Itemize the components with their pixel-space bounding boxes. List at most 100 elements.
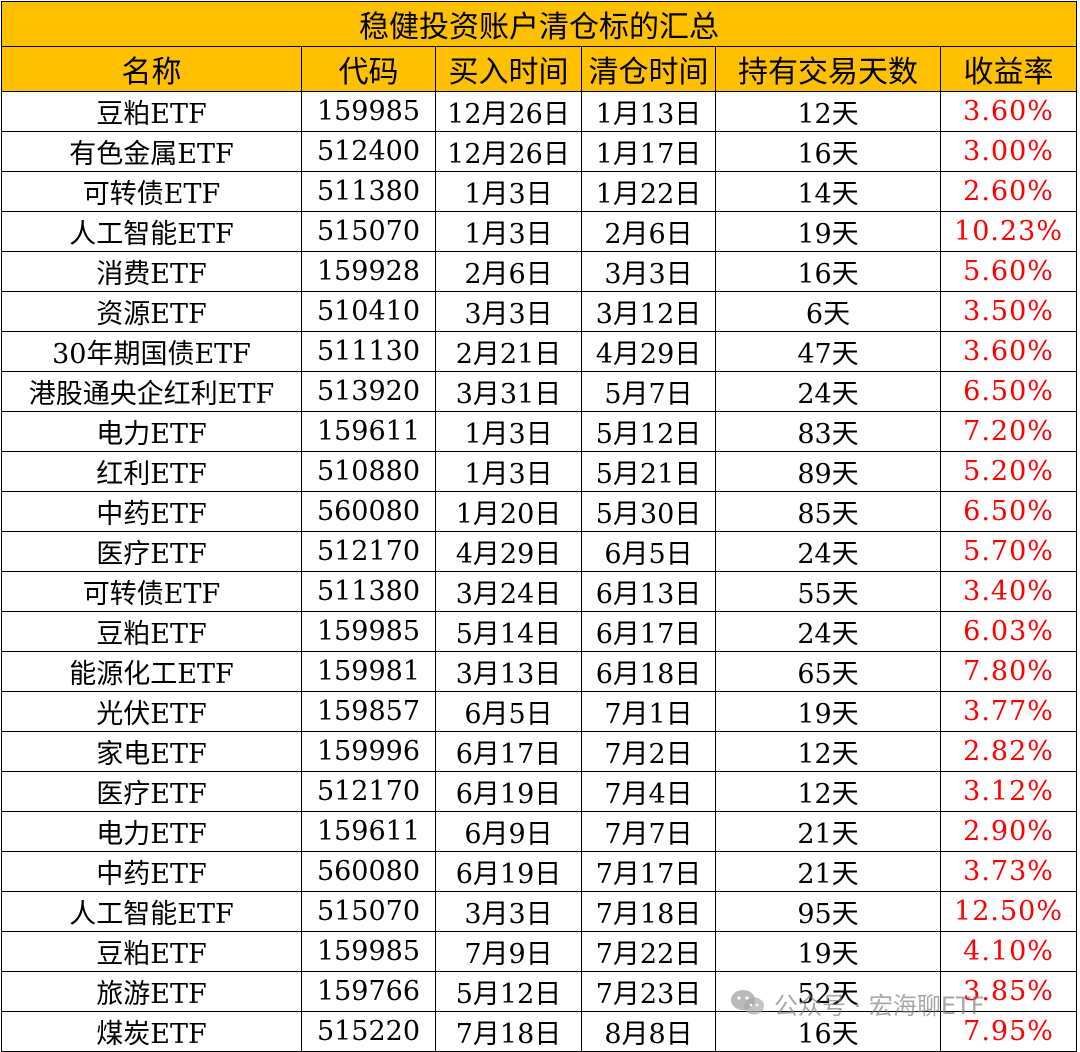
cell-holding-days: 12天 bbox=[715, 731, 941, 772]
cell-buy-date: 2月6日 bbox=[435, 251, 582, 292]
header-return: 收益率 bbox=[939, 46, 1078, 92]
table-row: 豆粕ETF 159985 5月14日 6月17日 24天 6.03% bbox=[1, 611, 1078, 652]
cell-sell-date: 5月7日 bbox=[581, 371, 716, 412]
cell-sell-date: 1月13日 bbox=[581, 91, 716, 132]
cell-code: 159985 bbox=[301, 611, 436, 652]
cell-name: 港股通央企红利ETF bbox=[1, 371, 302, 412]
cell-code: 511130 bbox=[301, 331, 436, 372]
cell-code: 511380 bbox=[301, 171, 436, 212]
cell-return: 3.60% bbox=[939, 331, 1078, 372]
cell-holding-days: 14天 bbox=[715, 171, 941, 212]
header-name: 名称 bbox=[1, 46, 302, 92]
header-holding-days: 持有交易天数 bbox=[715, 46, 941, 92]
cell-sell-date: 5月21日 bbox=[581, 451, 716, 492]
cell-sell-date: 7月4日 bbox=[581, 771, 716, 812]
cell-buy-date: 1月3日 bbox=[435, 171, 582, 212]
wechat-icon bbox=[731, 990, 764, 1015]
cell-buy-date: 1月3日 bbox=[435, 451, 582, 492]
cell-code: 513920 bbox=[301, 371, 436, 412]
cell-sell-date: 6月5日 bbox=[581, 531, 716, 572]
table-row: 消费ETF 159928 2月6日 3月3日 16天 5.60% bbox=[1, 251, 1078, 292]
table-row: 红利ETF 510880 1月3日 5月21日 89天 5.20% bbox=[1, 451, 1078, 492]
cell-return: 7.20% bbox=[939, 411, 1078, 452]
cell-name: 豆粕ETF bbox=[1, 611, 302, 652]
cell-buy-date: 3月31日 bbox=[435, 371, 582, 412]
cell-sell-date: 7月18日 bbox=[581, 891, 716, 932]
cell-holding-days: 19天 bbox=[715, 211, 941, 252]
cell-buy-date: 6月5日 bbox=[435, 691, 582, 732]
cell-holding-days: 19天 bbox=[715, 931, 941, 972]
cell-holding-days: 12天 bbox=[715, 91, 941, 132]
cell-holding-days: 47天 bbox=[715, 331, 941, 372]
cell-holding-days: 16天 bbox=[715, 131, 941, 172]
cell-name: 人工智能ETF bbox=[1, 891, 302, 932]
cell-holding-days: 6天 bbox=[715, 291, 941, 332]
cell-name: 资源ETF bbox=[1, 291, 302, 332]
header-code: 代码 bbox=[301, 46, 436, 92]
cell-name: 中药ETF bbox=[1, 491, 302, 532]
cell-return: 6.50% bbox=[939, 371, 1078, 412]
cell-holding-days: 89天 bbox=[715, 451, 941, 492]
cell-holding-days: 12天 bbox=[715, 771, 941, 812]
cell-name: 旅游ETF bbox=[1, 971, 302, 1012]
cell-buy-date: 2月21日 bbox=[435, 331, 582, 372]
cell-name: 家电ETF bbox=[1, 731, 302, 772]
cell-code: 159996 bbox=[301, 731, 436, 772]
cell-sell-date: 7月17日 bbox=[581, 851, 716, 892]
cell-return: 6.50% bbox=[939, 491, 1078, 532]
cell-name: 有色金属ETF bbox=[1, 131, 302, 172]
cell-sell-date: 4月29日 bbox=[581, 331, 716, 372]
cell-return: 3.77% bbox=[939, 691, 1078, 732]
header-buy-date: 买入时间 bbox=[435, 46, 582, 92]
cell-sell-date: 3月3日 bbox=[581, 251, 716, 292]
cell-buy-date: 7月18日 bbox=[435, 1011, 582, 1052]
cell-name: 豆粕ETF bbox=[1, 931, 302, 972]
cell-return: 6.03% bbox=[939, 611, 1078, 652]
header-row: 名称 代码 买入时间 清仓时间 持有交易天数 收益率 bbox=[1, 46, 1078, 92]
cell-code: 159981 bbox=[301, 651, 436, 692]
cell-holding-days: 95天 bbox=[715, 891, 941, 932]
cell-name: 30年期国债ETF bbox=[1, 331, 302, 372]
cell-code: 159857 bbox=[301, 691, 436, 732]
cell-return: 3.60% bbox=[939, 91, 1078, 132]
cell-sell-date: 5月30日 bbox=[581, 491, 716, 532]
cell-name: 电力ETF bbox=[1, 411, 302, 452]
cell-name: 中药ETF bbox=[1, 851, 302, 892]
cell-buy-date: 12月26日 bbox=[435, 91, 582, 132]
cell-name: 电力ETF bbox=[1, 811, 302, 852]
table-row: 家电ETF 159996 6月17日 7月2日 12天 2.82% bbox=[1, 731, 1078, 772]
cell-return: 3.85% bbox=[939, 971, 1078, 1012]
cell-holding-days: 24天 bbox=[715, 531, 941, 572]
cell-holding-days: 21天 bbox=[715, 811, 941, 852]
cell-sell-date: 6月13日 bbox=[581, 571, 716, 612]
cell-code: 515220 bbox=[301, 1011, 436, 1052]
cell-return: 5.60% bbox=[939, 251, 1078, 292]
table-row: 中药ETF 560080 6月19日 7月17日 21天 3.73% bbox=[1, 851, 1078, 892]
watermark: 公众号 · 宏海聊ETF bbox=[728, 985, 985, 1021]
cell-name: 能源化工ETF bbox=[1, 651, 302, 692]
cell-buy-date: 1月3日 bbox=[435, 211, 582, 252]
cell-buy-date: 3月13日 bbox=[435, 651, 582, 692]
cell-sell-date: 7月23日 bbox=[581, 971, 716, 1012]
cell-buy-date: 1月20日 bbox=[435, 491, 582, 532]
table-row: 有色金属ETF 512400 12月26日 1月17日 16天 3.00% bbox=[1, 131, 1078, 172]
cell-return: 5.20% bbox=[939, 451, 1078, 492]
cell-code: 159611 bbox=[301, 811, 436, 852]
cell-buy-date: 6月9日 bbox=[435, 811, 582, 852]
cell-name: 医疗ETF bbox=[1, 531, 302, 572]
table-row: 中药ETF 560080 1月20日 5月30日 85天 6.50% bbox=[1, 491, 1078, 532]
cell-code: 510880 bbox=[301, 451, 436, 492]
table-row: 资源ETF 510410 3月3日 3月12日 6天 3.50% bbox=[1, 291, 1078, 332]
cell-code: 159766 bbox=[301, 971, 436, 1012]
cell-return: 7.80% bbox=[939, 651, 1078, 692]
cell-code: 159985 bbox=[301, 91, 436, 132]
cell-buy-date: 6月19日 bbox=[435, 851, 582, 892]
cell-code: 511380 bbox=[301, 571, 436, 612]
cell-return: 3.50% bbox=[939, 291, 1078, 332]
cell-return: 3.00% bbox=[939, 131, 1078, 172]
cell-return: 7.95% bbox=[939, 1011, 1078, 1052]
cell-name: 人工智能ETF bbox=[1, 211, 302, 252]
cell-buy-date: 5月14日 bbox=[435, 611, 582, 652]
